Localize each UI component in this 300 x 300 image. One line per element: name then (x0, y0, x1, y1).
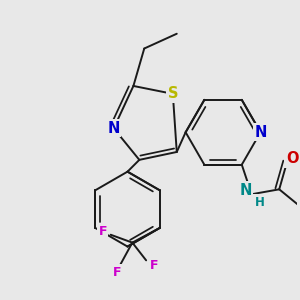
Text: S: S (168, 86, 178, 101)
Text: F: F (98, 225, 107, 238)
Text: H: H (255, 196, 265, 208)
Text: F: F (150, 259, 158, 272)
Text: N: N (107, 121, 120, 136)
Text: N: N (239, 183, 252, 198)
Text: N: N (254, 125, 267, 140)
Text: F: F (113, 266, 122, 279)
Text: O: O (286, 151, 298, 166)
